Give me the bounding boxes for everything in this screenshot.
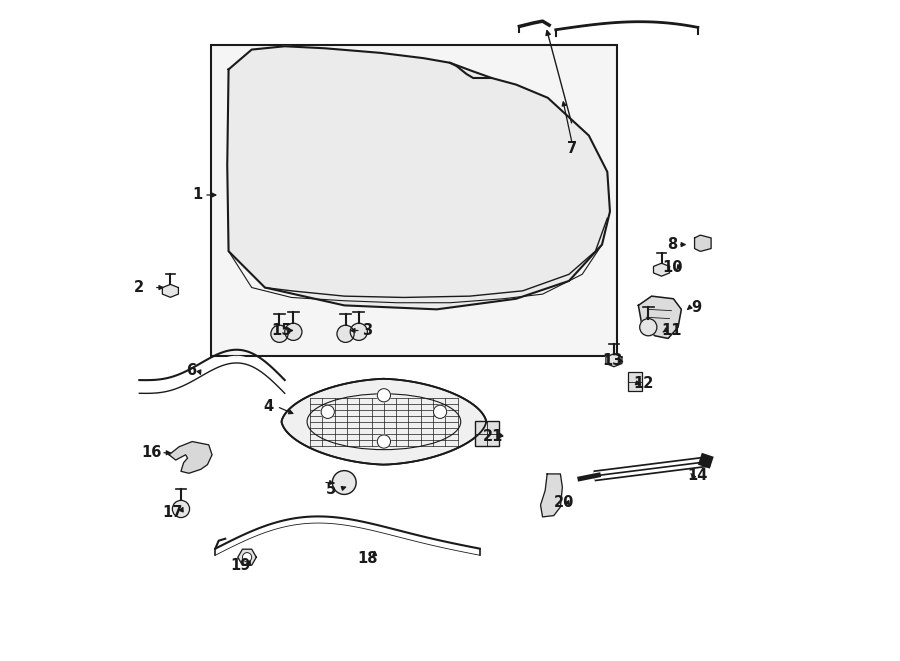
Text: 15: 15 xyxy=(271,323,292,338)
Text: 19: 19 xyxy=(230,558,251,572)
Text: 13: 13 xyxy=(602,353,623,368)
Text: 16: 16 xyxy=(141,446,161,460)
Text: 12: 12 xyxy=(634,376,654,391)
Polygon shape xyxy=(169,442,212,473)
Circle shape xyxy=(377,389,391,402)
Polygon shape xyxy=(162,284,178,297)
Circle shape xyxy=(434,405,446,418)
Circle shape xyxy=(640,319,657,336)
Text: 18: 18 xyxy=(357,551,378,566)
Polygon shape xyxy=(695,235,711,251)
Polygon shape xyxy=(541,474,562,517)
Polygon shape xyxy=(606,354,622,367)
Text: 5: 5 xyxy=(326,482,336,496)
Bar xyxy=(211,45,616,356)
Polygon shape xyxy=(227,46,610,309)
Circle shape xyxy=(377,435,391,448)
Text: 10: 10 xyxy=(662,260,682,275)
Circle shape xyxy=(350,323,367,340)
Text: 9: 9 xyxy=(691,300,702,315)
Text: 20: 20 xyxy=(554,495,574,510)
Text: 4: 4 xyxy=(263,399,274,414)
Circle shape xyxy=(284,323,302,340)
Polygon shape xyxy=(653,263,670,276)
Text: 21: 21 xyxy=(482,429,503,444)
Bar xyxy=(475,421,499,446)
Circle shape xyxy=(337,325,355,342)
Text: 2: 2 xyxy=(134,280,144,295)
Circle shape xyxy=(173,500,190,518)
Bar xyxy=(628,372,642,391)
Text: 11: 11 xyxy=(662,323,681,338)
Circle shape xyxy=(271,325,288,342)
Text: 3: 3 xyxy=(363,323,373,338)
Text: 7: 7 xyxy=(567,141,577,156)
Polygon shape xyxy=(638,296,681,338)
Text: 1: 1 xyxy=(193,188,202,202)
Circle shape xyxy=(332,471,356,494)
Text: 14: 14 xyxy=(688,469,708,483)
Circle shape xyxy=(242,553,252,562)
Circle shape xyxy=(321,405,334,418)
Polygon shape xyxy=(282,379,486,465)
Text: 17: 17 xyxy=(162,505,183,520)
Text: 8: 8 xyxy=(667,237,677,252)
Text: 6: 6 xyxy=(185,363,196,377)
Polygon shape xyxy=(238,549,256,565)
